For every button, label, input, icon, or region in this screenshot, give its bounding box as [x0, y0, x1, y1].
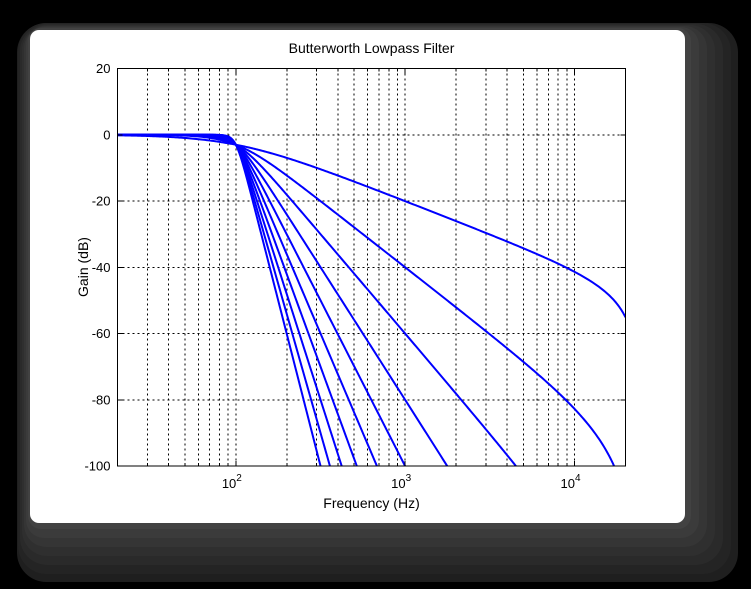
y-tick-label: -80 — [92, 392, 111, 407]
y-tick-label: 20 — [96, 61, 110, 76]
y-axis-label: Gain (dB) — [75, 237, 91, 297]
x-axis-label: Frequency (Hz) — [323, 495, 419, 511]
axes-layer — [116, 67, 627, 467]
butterworth-plot: Butterworth Lowpass Filter Frequency (Hz… — [75, 40, 627, 511]
grid-layer — [117, 68, 626, 466]
chart-title: Butterworth Lowpass Filter — [289, 40, 455, 56]
y-tick-label: -60 — [92, 326, 111, 341]
figure-window: Butterworth Lowpass Filter Frequency (Hz… — [30, 30, 685, 523]
filter-curve-n=2 — [117, 133, 616, 466]
x-tick-label: 102 — [222, 473, 242, 491]
filter-curve-n=8 — [117, 133, 343, 466]
y-tick-label: -40 — [92, 260, 111, 275]
filter-curve-n=1 — [117, 134, 626, 318]
labels-layer: Butterworth Lowpass Filter Frequency (Hz… — [75, 40, 581, 511]
x-tick-label: 103 — [391, 473, 411, 491]
filter-curve-n=7 — [117, 133, 358, 466]
y-tick-label: 0 — [103, 127, 110, 142]
x-tick-label: 104 — [561, 473, 581, 491]
curves-layer — [117, 133, 626, 466]
y-tick-label: -100 — [84, 459, 110, 474]
filter-curve-n=10 — [117, 133, 322, 466]
filter-curve-n=6 — [117, 133, 379, 466]
y-tick-label: -20 — [92, 194, 111, 209]
